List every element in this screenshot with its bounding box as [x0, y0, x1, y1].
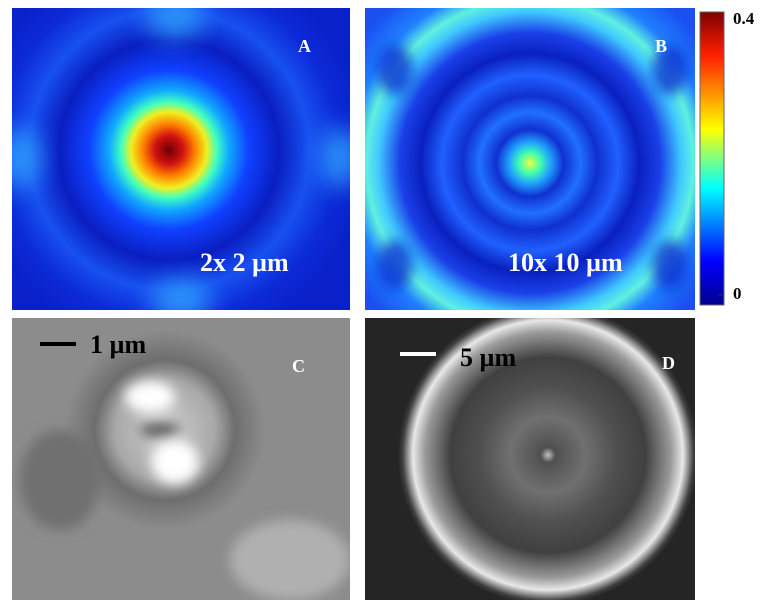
colorbar-gradient	[700, 12, 724, 305]
panel-c: 1 µm C	[12, 318, 350, 600]
panel-label: A	[298, 36, 311, 56]
colorbar-tick-label: 0.4	[733, 9, 755, 28]
page: A 2x 2 µm B 10x 10 µm 00.4 1 µm C 5 µm D…	[0, 0, 770, 600]
figure: A 2x 2 µm B 10x 10 µm 00.4 1 µm C 5 µm D	[0, 0, 770, 600]
scale-text: 5 µm	[460, 343, 516, 372]
panel-label: D	[662, 353, 675, 373]
colorbar-tick-label: 0	[733, 284, 742, 303]
colorbar: 00.4	[700, 9, 755, 305]
panel-label: B	[655, 36, 667, 56]
scale-text: 10x 10 µm	[508, 248, 623, 277]
scale-text: 1 µm	[90, 330, 146, 359]
panel-a: A 2x 2 µm	[0, 0, 360, 320]
panel-d: 5 µm D	[365, 318, 695, 600]
panel-b: B 10x 10 µm	[365, 8, 695, 310]
panel-label: C	[292, 356, 305, 376]
scale-text: 2x 2 µm	[200, 248, 289, 277]
